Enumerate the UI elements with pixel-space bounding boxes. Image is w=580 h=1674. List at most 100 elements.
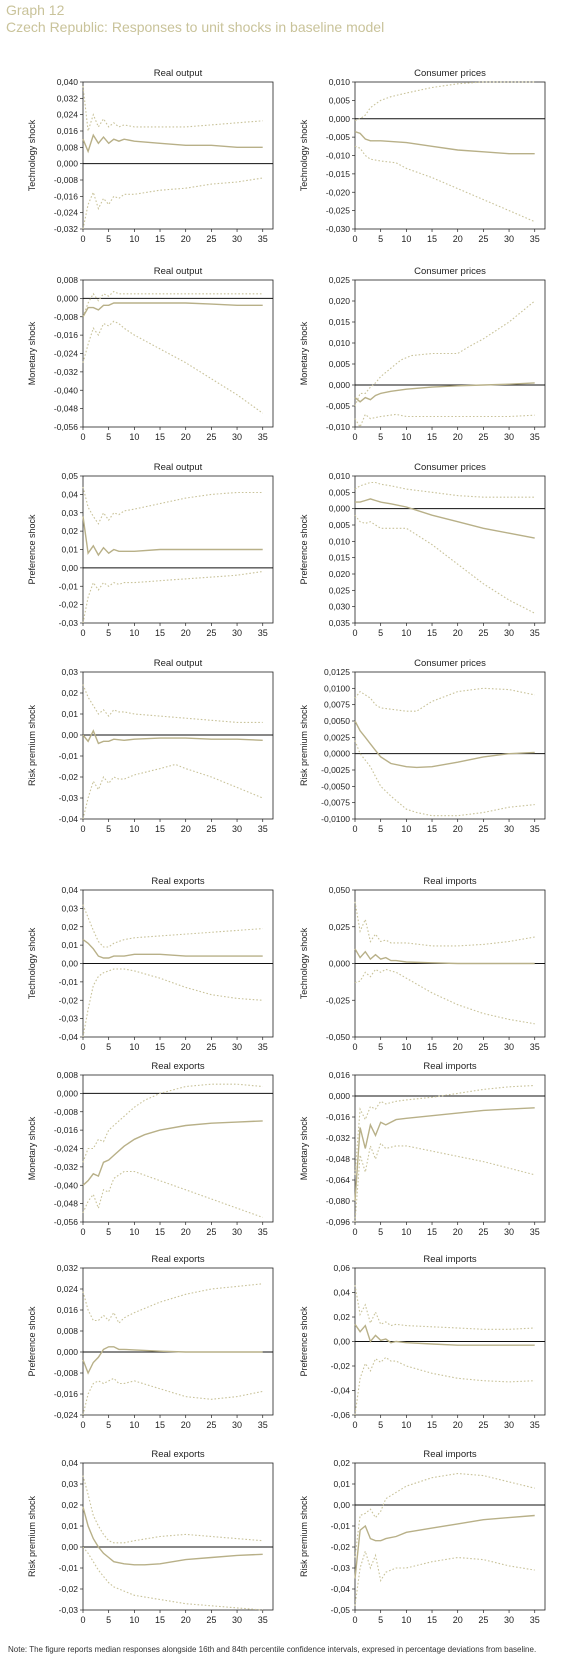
y-tick-label: 0,005 xyxy=(329,520,351,530)
y-tick-label: -0,064 xyxy=(326,1175,350,1185)
y-tick-label: -0,010 xyxy=(326,422,350,432)
x-tick-label: 30 xyxy=(504,824,514,834)
y-tick-label: 0,0000 xyxy=(324,749,350,759)
x-tick-label: 35 xyxy=(530,234,540,244)
x-tick-label: 20 xyxy=(453,1420,463,1430)
y-tick-label: -0,02 xyxy=(59,1584,79,1594)
chart-panel-2: Consumer prices 0,010 0,005 0,000 -0,005 -0,0… xyxy=(299,68,546,244)
y-tick-label: 0,03 xyxy=(61,508,78,518)
plot-frame xyxy=(354,81,546,230)
y-tick-label: 0,008 xyxy=(57,275,79,285)
y-tick-label: -0,005 xyxy=(326,132,350,142)
y-tick-label: 0,016 xyxy=(57,126,79,136)
y-tick-label: -0,008 xyxy=(54,312,78,322)
y-tick-label: -0,01 xyxy=(59,581,79,591)
y-tick-label: -0,0025 xyxy=(321,765,350,775)
y-tick-label: -0,020 xyxy=(326,187,350,197)
median-line xyxy=(82,1120,263,1186)
chart-title: Real output xyxy=(154,658,203,669)
lower-band-line xyxy=(354,514,535,614)
y-tick-label: -0,0050 xyxy=(321,781,350,791)
x-tick-label: 30 xyxy=(504,1615,514,1625)
y-tick-label: -0,05 xyxy=(331,1605,351,1615)
y-tick-label: -0,032 xyxy=(326,1133,350,1143)
y-tick-label: 0,000 xyxy=(329,1091,351,1101)
y-tick-label: 0,005 xyxy=(329,359,351,369)
y-axis-label: Monetary shock xyxy=(299,321,309,385)
x-tick-label: 5 xyxy=(106,1615,111,1625)
x-tick-label: 5 xyxy=(378,628,383,638)
y-tick-label: 0,01 xyxy=(61,1521,78,1531)
chart-panel-16: Real imports 0,02 0,01 0,00 -0,01 -0,02 -0,03 -… xyxy=(299,1449,546,1625)
plot-frame xyxy=(82,1074,274,1223)
x-tick-label: 5 xyxy=(378,1615,383,1625)
y-tick-label: -0,03 xyxy=(59,1014,79,1024)
x-tick-label: 30 xyxy=(504,432,514,442)
x-tick-label: 10 xyxy=(129,1615,139,1625)
y-tick-label: 0,03 xyxy=(61,667,78,677)
median-line xyxy=(354,1107,535,1202)
lower-band-line xyxy=(82,177,263,230)
x-tick-label: 15 xyxy=(427,1615,437,1625)
x-tick-label: 25 xyxy=(478,1042,488,1052)
y-tick-label: 0,04 xyxy=(61,1458,78,1468)
y-tick-label: -0,04 xyxy=(331,1386,351,1396)
x-tick-label: 30 xyxy=(232,1615,242,1625)
y-tick-label: 0,06 xyxy=(333,1263,350,1273)
x-tick-label: 30 xyxy=(232,234,242,244)
x-tick-label: 0 xyxy=(352,1420,357,1430)
x-tick-label: 20 xyxy=(181,1615,191,1625)
y-tick-label: -0,04 xyxy=(331,1584,351,1594)
y-tick-label: -0,040 xyxy=(54,1180,78,1190)
y-tick-label: -0,024 xyxy=(54,1144,78,1154)
y-axis-label: Risk premium shock xyxy=(299,1495,309,1577)
x-tick-label: 35 xyxy=(258,1615,268,1625)
y-axis-label: Monetary shock xyxy=(27,1116,37,1180)
y-axis-label: Monetary shock xyxy=(27,321,37,385)
x-tick-label: 35 xyxy=(258,1227,268,1237)
y-tick-label: -0,032 xyxy=(54,224,78,234)
chart-panel-3: Real output 0,008 0,000 -0,008 -0,016 -0,024 -… xyxy=(27,266,274,442)
x-tick-label: 5 xyxy=(106,1420,111,1430)
x-tick-label: 25 xyxy=(206,1420,216,1430)
chart-panel-4: Consumer prices 0,025 0,020 0,015 0,010 0,005… xyxy=(299,266,546,442)
chart-panel-13: Real exports 0,032 0,024 0,016 0,008 0,000 -0,… xyxy=(27,1254,274,1430)
graph-header: Graph 12 Czech Republic: Responses to un… xyxy=(6,2,384,36)
x-tick-label: 0 xyxy=(80,1042,85,1052)
y-axis-label: Monetary shock xyxy=(299,1116,309,1180)
upper-band-line xyxy=(354,481,535,498)
x-tick-label: 25 xyxy=(478,234,488,244)
x-tick-label: 25 xyxy=(206,824,216,834)
y-tick-label: -0,048 xyxy=(54,404,78,414)
chart-panel-10: Real imports 0,050 0,025 0,000 -0,025 -0,0500… xyxy=(299,876,546,1052)
x-tick-label: 5 xyxy=(378,1420,383,1430)
x-tick-label: 5 xyxy=(378,234,383,244)
x-tick-label: 30 xyxy=(504,1042,514,1052)
lower-band-line xyxy=(354,145,535,223)
x-tick-label: 15 xyxy=(427,1042,437,1052)
x-tick-label: 30 xyxy=(504,628,514,638)
median-line xyxy=(354,948,535,965)
lower-band-line xyxy=(354,968,535,1025)
x-tick-label: 25 xyxy=(206,1615,216,1625)
y-tick-label: 0,005 xyxy=(329,95,351,105)
x-tick-label: 35 xyxy=(258,628,268,638)
x-tick-label: 5 xyxy=(106,824,111,834)
x-tick-label: 35 xyxy=(258,234,268,244)
x-tick-label: 10 xyxy=(401,628,411,638)
y-tick-label: -0,0100 xyxy=(321,814,350,824)
x-tick-label: 30 xyxy=(232,432,242,442)
y-tick-label: 0,00 xyxy=(61,563,78,573)
median-line xyxy=(82,302,263,318)
chart-title: Consumer prices xyxy=(414,658,486,669)
plot-frame xyxy=(82,1267,274,1416)
x-tick-label: 30 xyxy=(504,1420,514,1430)
lower-band-line xyxy=(354,1142,535,1223)
x-tick-label: 25 xyxy=(478,824,488,834)
graph-title: Czech Republic: Responses to unit shocks… xyxy=(6,19,385,35)
y-tick-label: -0,016 xyxy=(54,330,78,340)
chart-panel-1: Real output 0,040 0,032 0,024 0,016 0,008 0,00… xyxy=(27,68,274,244)
y-tick-label: -0,024 xyxy=(54,208,78,218)
chart-panel-6: Consumer prices 0,010 0,005 0,000 0,005 0,010… xyxy=(299,462,546,638)
x-tick-label: 20 xyxy=(453,234,463,244)
